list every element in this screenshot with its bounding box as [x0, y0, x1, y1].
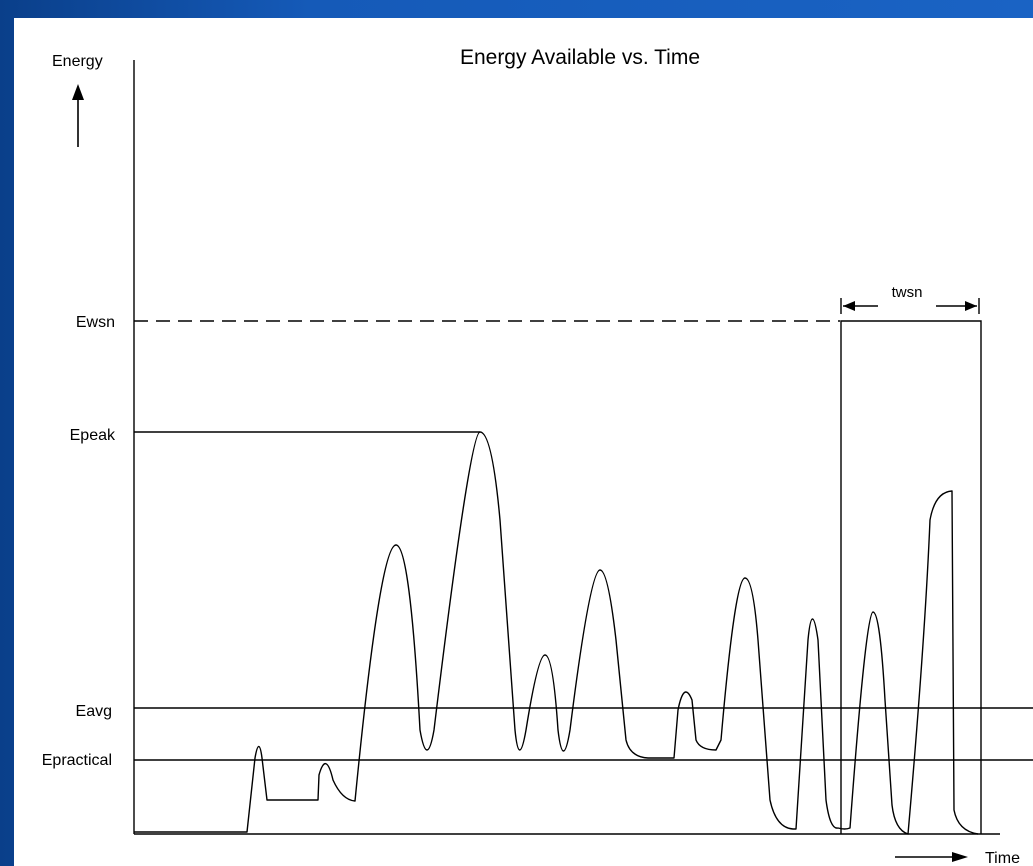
- diagram-title: Energy Available vs. Time: [460, 46, 700, 69]
- epeak-label: Epeak: [70, 427, 116, 444]
- eavg-label: Eavg: [76, 703, 112, 720]
- y-axis-label: Energy: [52, 53, 103, 70]
- twsn-dimension-arrow: [840, 298, 980, 314]
- diagram-panel: [14, 18, 1033, 866]
- twsn-window: [840, 320, 982, 834]
- twsn-label: twsn: [892, 284, 923, 301]
- energy-waveform: [134, 431, 979, 835]
- ewsn-label: Ewsn: [76, 314, 115, 331]
- up-arrow-icon: [72, 84, 84, 147]
- x-axis-label: Time: [985, 850, 1020, 866]
- epractical-label: Epractical: [42, 752, 112, 769]
- right-arrow-icon: [895, 852, 968, 862]
